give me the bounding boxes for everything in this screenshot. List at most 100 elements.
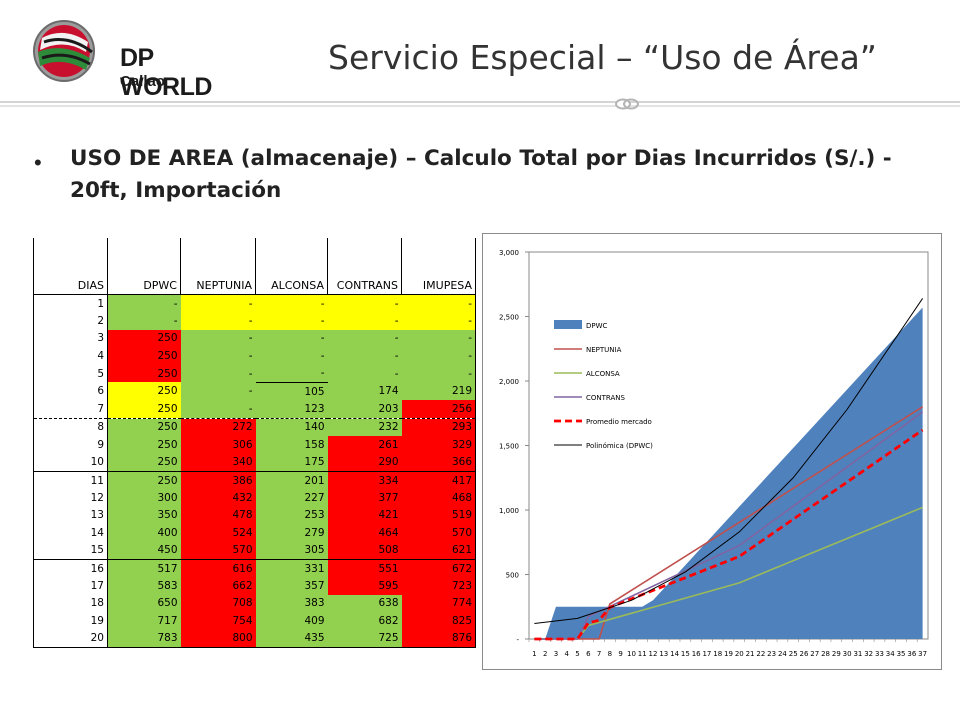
value-cell: 232 <box>327 417 402 437</box>
value-cell: 123 <box>255 400 328 419</box>
x-tick-label: 34 <box>886 650 895 658</box>
x-tick-label: 3 <box>554 650 558 658</box>
x-tick-label: 2 <box>543 650 547 658</box>
value-cell: 383 <box>255 594 328 613</box>
value-cell: 621 <box>401 541 476 560</box>
table-row: 16 517 616 331 551 672 <box>33 558 476 578</box>
table-row: 15 450 570 305 508 621 <box>33 541 476 560</box>
value-cell: 290 <box>327 453 402 472</box>
column-header: ALCONSA <box>255 238 328 295</box>
value-cell: 717 <box>107 612 181 630</box>
value-cell: 219 <box>401 382 476 401</box>
legend-label: NEPTUNIA <box>586 346 622 354</box>
value-cell: 478 <box>180 506 256 525</box>
x-tick-label: 23 <box>767 650 776 658</box>
value-cell: - <box>401 294 476 313</box>
value-cell: 517 <box>107 558 181 578</box>
x-tick-label: 6 <box>586 650 591 658</box>
slide-title: Servicio Especial – “Uso de Área” <box>328 38 877 77</box>
value-cell: 334 <box>327 470 402 490</box>
table-row: 2----- <box>33 312 476 330</box>
x-tick-label: 11 <box>638 650 647 658</box>
cost-table: DIAS DPWC NEPTUNIA ALCONSA CONTRANS IMUPESA 1-… <box>33 238 476 648</box>
value-cell: - <box>255 347 328 365</box>
value-cell: 305 <box>255 541 328 560</box>
value-cell: 261 <box>327 436 402 454</box>
value-cell: 331 <box>255 558 328 578</box>
globe-logo-icon <box>33 20 95 82</box>
x-tick-label: 7 <box>597 650 601 658</box>
table-row: 10 250 340 175 290 366 <box>33 453 476 472</box>
value-cell: 366 <box>401 453 476 472</box>
y-tick-label: - <box>516 636 519 644</box>
x-tick-label: 32 <box>864 650 873 658</box>
value-cell: - <box>255 312 328 330</box>
value-cell: 306 <box>180 436 256 454</box>
dias-cell: 15 <box>33 541 108 560</box>
x-tick-label: 29 <box>832 650 841 658</box>
title-divider <box>0 98 960 110</box>
table-row: 14 400 524 279 464 570 <box>33 524 476 542</box>
x-tick-label: 5 <box>575 650 579 658</box>
value-cell: 464 <box>327 524 402 542</box>
value-cell: - <box>180 382 256 401</box>
value-cell: 227 <box>255 489 328 507</box>
dias-cell: 14 <box>33 524 108 542</box>
value-cell: 250 <box>107 347 181 365</box>
value-cell: 783 <box>107 629 181 648</box>
value-cell: 417 <box>401 470 476 490</box>
x-tick-label: 12 <box>649 650 658 658</box>
value-cell: 250 <box>107 470 181 490</box>
value-cell: 174 <box>327 382 402 401</box>
value-cell: - <box>255 329 328 348</box>
x-tick-label: 33 <box>875 650 884 658</box>
x-tick-label: 28 <box>821 650 830 658</box>
value-cell: 409 <box>255 612 328 630</box>
value-cell: 386 <box>180 470 256 490</box>
bullet-marker: • <box>34 150 42 175</box>
column-header: CONTRANS <box>327 238 402 295</box>
x-tick-label: 31 <box>853 650 862 658</box>
x-tick-label: 15 <box>681 650 690 658</box>
value-cell: 400 <box>107 524 181 542</box>
logo-wordmark: DP WORLD <box>120 44 212 101</box>
x-tick-label: 8 <box>608 650 612 658</box>
dias-cell: 17 <box>33 577 108 595</box>
table-row: 4 250- - - - <box>33 347 476 365</box>
value-cell: - <box>107 294 181 313</box>
value-cell: 774 <box>401 594 476 613</box>
value-cell: 201 <box>255 470 328 490</box>
value-cell: 250 <box>107 382 181 401</box>
table-row: 3 250- - - - <box>33 329 476 348</box>
x-tick-label: 13 <box>659 650 668 658</box>
value-cell: - <box>327 347 402 365</box>
value-cell: 279 <box>255 524 328 542</box>
value-cell: - <box>107 312 181 330</box>
column-header: DPWC <box>107 238 181 295</box>
bullet-text: USO DE AREA (almacenaje) – Calculo Total… <box>70 146 892 203</box>
value-cell: 272 <box>180 417 256 437</box>
dias-cell: 4 <box>33 347 108 365</box>
value-cell: 551 <box>327 558 402 578</box>
dias-cell: 13 <box>33 506 108 525</box>
value-cell: 250 <box>107 453 181 472</box>
value-cell: 250 <box>107 436 181 454</box>
x-tick-label: 36 <box>907 650 916 658</box>
x-tick-label: 19 <box>724 650 733 658</box>
x-tick-label: 27 <box>810 650 819 658</box>
value-cell: 508 <box>327 541 402 560</box>
y-tick-label: 1,000 <box>499 507 519 515</box>
value-cell: 435 <box>255 629 328 648</box>
x-tick-label: 25 <box>789 650 798 658</box>
x-tick-label: 4 <box>565 650 570 658</box>
value-cell: - <box>401 364 476 383</box>
table-row: 17 583 662 357 595 723 <box>33 577 476 595</box>
value-cell: 250 <box>107 329 181 348</box>
x-tick-label: 16 <box>692 650 701 658</box>
value-cell: - <box>255 294 328 313</box>
x-tick-label: 14 <box>670 650 679 658</box>
value-cell: 800 <box>180 629 256 648</box>
value-cell: - <box>327 329 402 348</box>
dias-cell: 18 <box>33 594 108 613</box>
value-cell: 662 <box>180 577 256 595</box>
